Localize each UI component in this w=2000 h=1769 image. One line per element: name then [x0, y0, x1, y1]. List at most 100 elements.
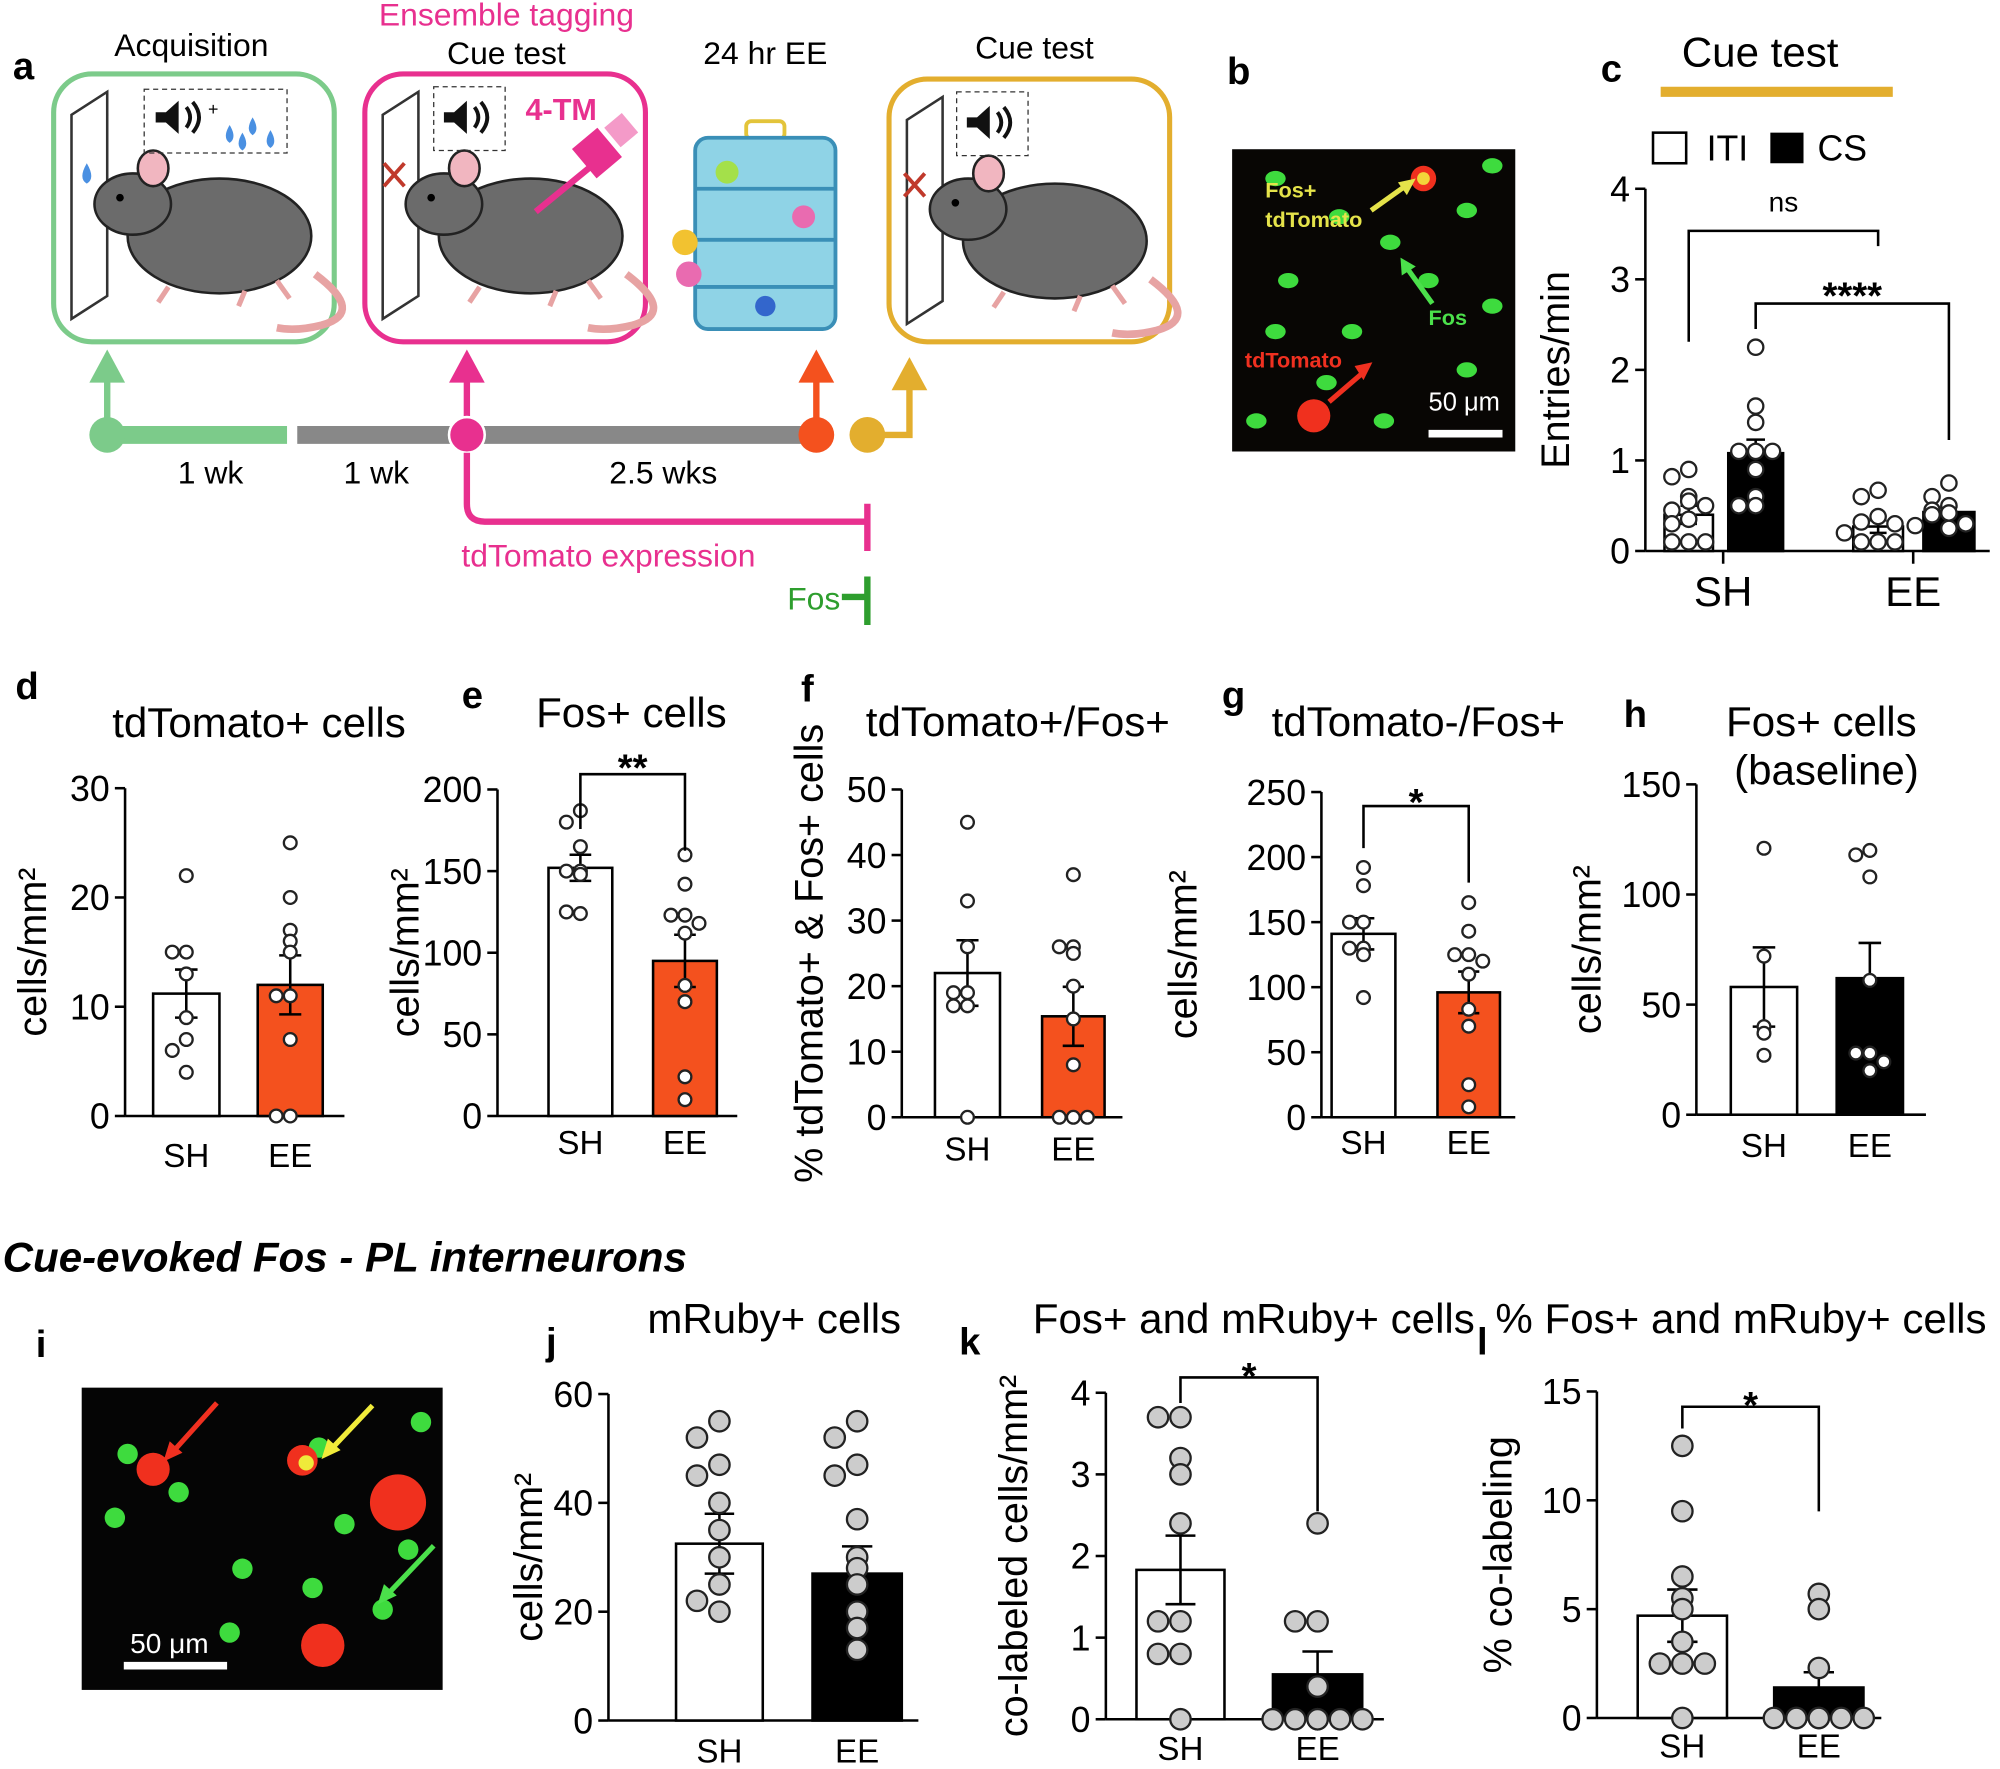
data-point [1886, 533, 1904, 551]
significance-bracket [1687, 229, 1880, 342]
duration-label-2: 1 wk [344, 454, 410, 490]
data-point [1065, 1109, 1081, 1125]
fos-cell [1341, 323, 1363, 340]
scale-label-b: 50 μm [1429, 389, 1500, 417]
bar-SH [547, 866, 614, 1118]
y-tick-label: 40 [553, 1484, 593, 1524]
data-point [691, 915, 707, 931]
cue-test-box [886, 76, 1173, 345]
y-tick-label: 10 [70, 987, 110, 1027]
panel-label-b: b [1227, 50, 1250, 93]
data-point [1829, 1706, 1853, 1730]
y-tick-label: 4 [1071, 1374, 1091, 1414]
fos-cell [1265, 170, 1286, 187]
y-tick-label: 0 [573, 1701, 593, 1741]
data-point [1355, 878, 1372, 894]
fos-label: Fos [787, 581, 840, 617]
data-point [945, 998, 961, 1014]
y-tick-label: 50 [1266, 1033, 1306, 1073]
data-point [685, 1464, 709, 1488]
fos-cell [168, 1482, 189, 1503]
data-point [1869, 507, 1887, 526]
data-point [708, 1518, 731, 1542]
data-point [1306, 1707, 1329, 1731]
y-axis-label: % co-labeling [1476, 1436, 1520, 1673]
data-point [1169, 1512, 1192, 1535]
x-tick-label: EE [1295, 1731, 1339, 1768]
data-point [1679, 460, 1698, 479]
data-point [1283, 1609, 1307, 1633]
data-point [1306, 1609, 1329, 1633]
fos-cell [1246, 413, 1267, 429]
data-point [1862, 869, 1878, 885]
significance-bracket [1681, 1405, 1821, 1512]
data-point [1169, 1642, 1192, 1666]
data-point [1461, 947, 1477, 963]
data-point [1461, 1099, 1477, 1115]
data-point [1670, 1499, 1694, 1523]
panel-label-e: e [462, 674, 483, 717]
data-point [178, 1064, 194, 1080]
chart-subtitle: (baseline) [1734, 746, 1919, 793]
data-point [1670, 1434, 1694, 1458]
x-tick-label: EE [1848, 1128, 1892, 1165]
data-point [268, 988, 284, 1004]
chart-g: g tdTomato-/Fos+ cells/mm² 0 50 100 150 200 250 S… [1161, 674, 1565, 1162]
data-point [845, 1409, 869, 1433]
y-tick-label: 100 [1621, 875, 1681, 915]
data-point [677, 925, 693, 941]
data-point [1835, 524, 1854, 542]
data-point [1906, 516, 1925, 535]
data-point [1862, 1045, 1878, 1061]
mouse-icon [381, 89, 658, 334]
data-point [1693, 1652, 1717, 1675]
y-tick-label: 0 [1286, 1098, 1306, 1138]
data-point [677, 977, 693, 993]
data-point [1940, 504, 1958, 522]
fos-label-b: Fos [1429, 305, 1468, 330]
data-point [558, 863, 574, 879]
x-tick-label: SH [944, 1132, 990, 1169]
data-point [282, 988, 298, 1004]
panel-label-j: j [545, 1320, 557, 1363]
chart-title: tdTomato-/Fos+ [1272, 698, 1565, 745]
chart-d: d tdTomato+ cells cells/mm² 0 10 20 30 SH EE [11, 665, 406, 1175]
y-axis-label: cells/mm² [383, 868, 427, 1037]
data-point [1862, 972, 1878, 988]
data-point [1169, 1609, 1192, 1633]
data-point [1663, 533, 1681, 551]
panel-label-k: k [959, 1320, 981, 1363]
chart-title: Fos+ and mRuby+ cells [1033, 1295, 1475, 1342]
significance-label: ** [618, 747, 648, 790]
data-point [1169, 1405, 1192, 1429]
panel-label-i: i [36, 1323, 47, 1366]
mouse-icon [70, 89, 347, 334]
y-tick-label: 0 [1562, 1699, 1582, 1739]
schematic-panel: a Acquisition Ensemble tagging Cue test … [13, 0, 1182, 625]
y-tick-label: 5 [1562, 1590, 1582, 1630]
panel-label-g: g [1222, 674, 1245, 717]
data-point [1940, 474, 1958, 492]
data-point [164, 944, 180, 960]
chart-h: h Fos+ cells(baseline) cells/mm² 0 50 100 150 S… [1566, 693, 1926, 1165]
data-point [1886, 515, 1904, 533]
significance-label: **** [1823, 275, 1883, 318]
data-point [823, 1426, 847, 1449]
data-point [1670, 1565, 1694, 1588]
chart-title: tdTomato+ cells [112, 699, 406, 746]
y-axis-label: Entries/min [1534, 271, 1578, 469]
y-axis-label: % tdTomato+ & Fos+ cells [788, 724, 832, 1183]
water-drop-icon [82, 117, 275, 184]
y-tick-label: 3 [1071, 1455, 1091, 1495]
y-tick-label: 15 [1542, 1372, 1582, 1412]
data-point [1807, 1656, 1831, 1680]
fos-cell [1418, 272, 1439, 289]
fos-cell [410, 1411, 432, 1433]
fos-cell [1316, 374, 1337, 391]
data-point [1862, 1063, 1878, 1079]
data-point [959, 814, 976, 830]
data-point [708, 1409, 731, 1433]
fos-cell [1265, 323, 1286, 340]
chart-title: Fos+ cells [536, 689, 727, 736]
x-tick-label: SH [1340, 1125, 1386, 1162]
